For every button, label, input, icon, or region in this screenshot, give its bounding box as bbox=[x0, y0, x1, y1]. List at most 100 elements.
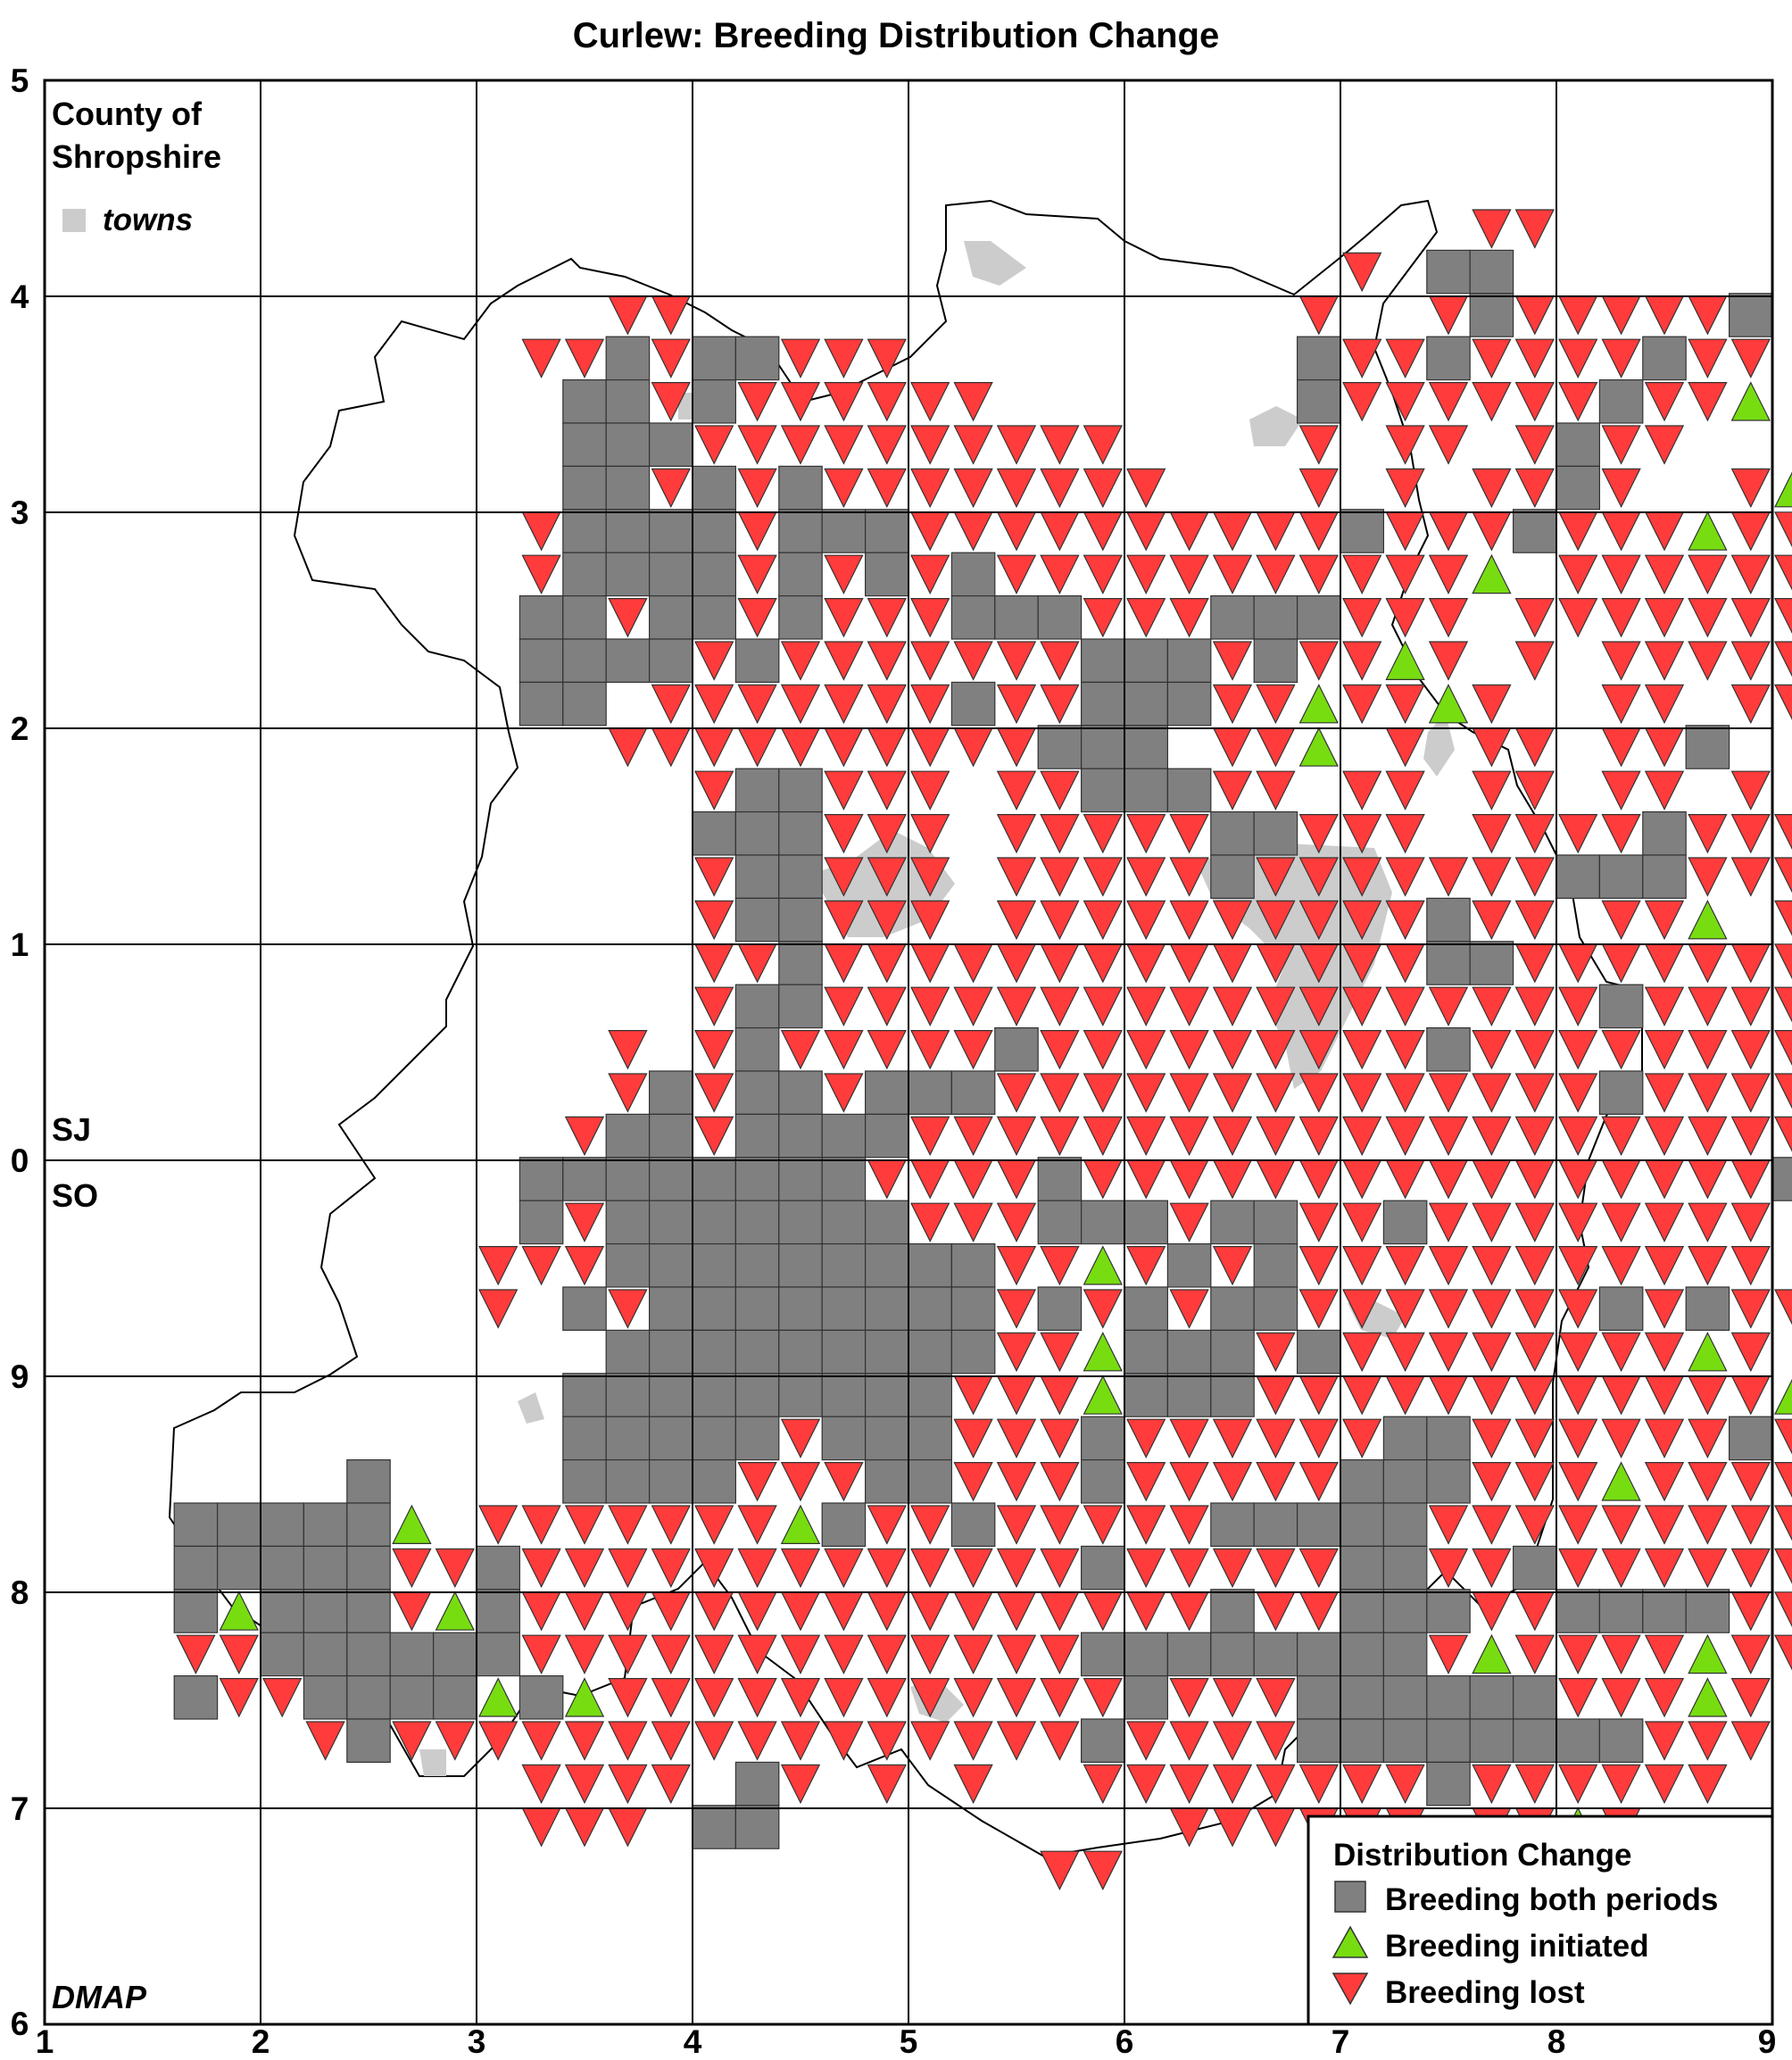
tetrad-breeding-lost bbox=[1298, 425, 1339, 465]
tetrad-breeding-lost bbox=[1774, 1418, 1792, 1455]
tetrad-both-periods bbox=[734, 1200, 780, 1245]
tetrad-both-periods bbox=[864, 1458, 909, 1504]
tetrad-breeding-lost bbox=[1774, 1505, 1792, 1541]
tetrad-both-periods bbox=[433, 1632, 477, 1677]
tetrad-breeding-lost bbox=[1298, 641, 1339, 681]
tetrad-both-periods bbox=[734, 1113, 780, 1159]
tetrad-breeding-lost bbox=[1688, 1030, 1728, 1070]
legend: Distribution Change Breeding both period… bbox=[1307, 1815, 1774, 2026]
tetrad-breeding-lost bbox=[608, 1721, 648, 1761]
tetrad-breeding-lost bbox=[1558, 1678, 1598, 1718]
tetrad-both-periods bbox=[217, 1502, 261, 1548]
tetrad-breeding-lost bbox=[1256, 511, 1296, 552]
tetrad-breeding-lost bbox=[1428, 1375, 1469, 1416]
tetrad-breeding-lost bbox=[1126, 1159, 1166, 1200]
tetrad-both-periods bbox=[1382, 1674, 1428, 1720]
y-tick-label: 7 bbox=[11, 1790, 29, 1827]
tetrad-breeding-lost bbox=[1472, 1159, 1512, 1200]
tetrad-breeding-lost bbox=[780, 641, 821, 681]
tetrad-both-periods bbox=[1642, 854, 1687, 900]
grid bbox=[45, 80, 1772, 2024]
tetrad-breeding-lost bbox=[1385, 1159, 1425, 1200]
tetrad-breeding-lost bbox=[1514, 857, 1555, 897]
tetrad-breeding-lost bbox=[564, 1246, 605, 1286]
tetrad-breeding-lost bbox=[1428, 295, 1469, 336]
tetrad-both-periods bbox=[1080, 1718, 1125, 1764]
tetrad-breeding-lost bbox=[953, 1159, 993, 1200]
tetrad-breeding-lost bbox=[1730, 1634, 1771, 1674]
tetrad-breeding-lost bbox=[1256, 900, 1296, 941]
tetrad-both-periods bbox=[303, 1589, 348, 1633]
tetrad-both-periods bbox=[778, 465, 823, 511]
tetrad-breeding-lost bbox=[1601, 338, 1641, 378]
tetrad-breeding-lost bbox=[219, 1678, 259, 1718]
tetrad-breeding-lost bbox=[1644, 554, 1685, 594]
tetrad-breeding-lost bbox=[694, 1116, 734, 1157]
tetrad-breeding-lost bbox=[694, 857, 734, 897]
tetrad-breeding-lost bbox=[1298, 1591, 1339, 1632]
tetrad-breeding-lost bbox=[1385, 770, 1425, 810]
tetrad-breeding-lost bbox=[1688, 1548, 1728, 1589]
tetrad-both-periods bbox=[778, 1286, 823, 1332]
tetrad-both-periods bbox=[648, 1373, 693, 1417]
tetrad-breeding-initiated bbox=[1688, 1332, 1728, 1372]
tetrad-both-periods bbox=[864, 1200, 909, 1245]
tetrad-breeding-lost bbox=[1644, 1246, 1685, 1286]
y-tick-label: 6 bbox=[11, 2006, 29, 2042]
tetrad-breeding-lost bbox=[1212, 1721, 1253, 1761]
tetrad-breeding-lost bbox=[996, 986, 1037, 1026]
tetrad-both-periods bbox=[1426, 1416, 1471, 1461]
tetrad-breeding-lost bbox=[1472, 900, 1512, 941]
tetrad-breeding-lost bbox=[996, 857, 1037, 897]
tetrad-breeding-lost bbox=[1385, 1073, 1425, 1113]
tetrad-both-periods bbox=[692, 336, 737, 381]
tetrad-breeding-lost bbox=[1040, 814, 1080, 854]
tetrad-both-periods bbox=[648, 1157, 693, 1201]
tetrad-both-periods bbox=[173, 1589, 219, 1633]
tetrad-breeding-lost bbox=[910, 814, 950, 854]
tetrad-both-periods bbox=[734, 336, 780, 381]
tetrad-breeding-lost bbox=[1040, 1375, 1080, 1416]
tetrad-breeding-lost bbox=[910, 554, 950, 594]
legend-box bbox=[1307, 1815, 1774, 2026]
tetrad-breeding-lost bbox=[1083, 1678, 1123, 1718]
tetrad-breeding-lost bbox=[1256, 1462, 1296, 1502]
tetrad-breeding-lost bbox=[1644, 511, 1685, 552]
x-tick-label: 2 bbox=[252, 2023, 270, 2060]
tetrad-breeding-lost bbox=[1514, 1418, 1555, 1458]
tetrad-breeding-lost bbox=[521, 1634, 561, 1674]
tetrad-breeding-lost bbox=[1212, 1462, 1253, 1502]
tetrad-breeding-lost bbox=[1126, 1591, 1166, 1632]
tetrad-breeding-lost bbox=[521, 1591, 561, 1632]
tetrad-breeding-lost bbox=[1514, 338, 1555, 378]
tetrad-breeding-lost bbox=[1730, 1289, 1771, 1329]
tetrad-breeding-lost bbox=[1169, 1678, 1209, 1718]
tetrad-both-periods bbox=[1598, 1070, 1644, 1116]
tetrad-breeding-lost bbox=[564, 1116, 605, 1157]
tetrad-breeding-lost bbox=[1169, 1505, 1209, 1545]
tetrad-breeding-lost bbox=[1342, 684, 1382, 725]
tetrad-breeding-lost bbox=[564, 338, 605, 378]
tetrad-breeding-lost bbox=[1644, 900, 1685, 941]
tetrad-breeding-lost bbox=[1558, 1505, 1598, 1545]
y-tick-label: 0 bbox=[11, 1142, 29, 1179]
tetrad-breeding-lost bbox=[1212, 986, 1253, 1026]
tetrad-breeding-lost bbox=[1385, 1030, 1425, 1070]
tetrad-breeding-lost bbox=[1385, 382, 1425, 422]
tetrad-breeding-lost bbox=[1256, 1764, 1296, 1805]
tetrad-both-periods bbox=[734, 897, 780, 943]
tetrad-both-periods bbox=[1642, 1589, 1687, 1633]
y-tick-label: 2 bbox=[11, 710, 29, 747]
tetrad-both-periods bbox=[778, 594, 823, 640]
tetrad-both-periods bbox=[1598, 379, 1644, 424]
tetrad-breeding-lost bbox=[1644, 1030, 1685, 1070]
tetrad-breeding-lost bbox=[1644, 1159, 1685, 1200]
tetrad-both-periods bbox=[908, 1286, 953, 1332]
tetrad-both-periods bbox=[1253, 810, 1298, 856]
tetrad-breeding-lost bbox=[1040, 511, 1080, 552]
tetrad-breeding-lost bbox=[867, 338, 907, 378]
tetrad-breeding-lost bbox=[1730, 1030, 1771, 1070]
tetrad-breeding-lost bbox=[1730, 1375, 1771, 1416]
tetrad-breeding-lost bbox=[1212, 684, 1253, 725]
tetrad-breeding-lost bbox=[737, 382, 777, 422]
